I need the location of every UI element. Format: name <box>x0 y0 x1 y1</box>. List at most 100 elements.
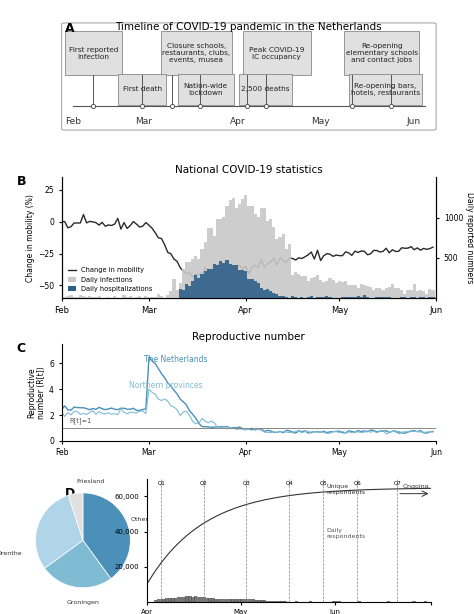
Text: Feb: Feb <box>65 117 81 125</box>
Bar <box>206 598 209 602</box>
Bar <box>185 596 189 602</box>
Bar <box>216 265 219 298</box>
Bar <box>226 260 228 298</box>
Bar <box>263 290 266 298</box>
Bar <box>263 208 266 298</box>
Wedge shape <box>68 493 83 540</box>
Bar <box>197 597 201 602</box>
Bar <box>328 297 331 298</box>
Bar <box>338 281 341 298</box>
Bar <box>269 601 272 602</box>
Bar <box>107 297 110 298</box>
Bar <box>254 214 256 298</box>
Bar <box>203 597 206 602</box>
Bar <box>344 297 347 298</box>
Bar <box>213 264 216 298</box>
Title: National COVID-19 statistics: National COVID-19 statistics <box>175 165 323 175</box>
Text: Nation-wide
lockdown: Nation-wide lockdown <box>184 83 228 96</box>
Bar <box>154 297 157 298</box>
Text: Closure schools,
restaurants, clubs,
events, musea: Closure schools, restaurants, clubs, eve… <box>163 44 230 63</box>
Bar <box>410 297 413 298</box>
Bar <box>197 258 201 298</box>
Bar <box>244 195 247 298</box>
Bar <box>79 295 82 298</box>
Bar <box>363 295 366 298</box>
Text: Mar: Mar <box>136 117 153 125</box>
Bar <box>275 293 279 298</box>
Bar <box>260 208 263 298</box>
Bar <box>269 219 272 298</box>
Bar <box>382 297 384 298</box>
Bar <box>260 600 264 602</box>
Text: Groningen: Groningen <box>66 600 100 605</box>
FancyBboxPatch shape <box>161 31 232 76</box>
Bar <box>217 599 220 602</box>
Wedge shape <box>36 495 83 568</box>
Bar <box>69 295 73 298</box>
Text: Q2: Q2 <box>200 480 208 485</box>
Bar <box>388 287 391 298</box>
Bar <box>319 281 322 298</box>
Bar <box>369 287 372 298</box>
Bar <box>263 600 266 602</box>
Bar <box>419 290 422 298</box>
Bar <box>403 294 406 298</box>
Bar <box>425 294 428 298</box>
Bar <box>347 286 350 298</box>
Bar <box>256 282 260 298</box>
Bar <box>279 237 282 298</box>
Bar <box>366 286 369 298</box>
Bar <box>169 290 173 298</box>
Text: Ongoing: Ongoing <box>403 483 429 489</box>
Bar <box>272 293 275 298</box>
Bar <box>204 243 207 298</box>
Bar <box>157 294 160 298</box>
FancyBboxPatch shape <box>178 74 234 104</box>
Bar <box>313 277 316 298</box>
Bar <box>66 296 69 298</box>
Bar <box>76 297 79 298</box>
Bar <box>360 284 363 298</box>
Bar <box>322 282 325 298</box>
Text: Re-opening bars,
hotels, restaurants: Re-opening bars, hotels, restaurants <box>351 83 420 96</box>
Bar <box>231 599 235 602</box>
FancyBboxPatch shape <box>243 31 310 76</box>
Bar <box>260 289 263 298</box>
Bar <box>171 598 174 602</box>
Bar <box>138 297 141 298</box>
Bar <box>279 297 282 298</box>
Bar <box>211 598 215 602</box>
Bar <box>375 288 378 298</box>
Bar <box>151 297 154 298</box>
Bar <box>113 296 116 298</box>
Bar <box>188 286 191 298</box>
Bar <box>240 599 244 602</box>
Bar <box>209 598 212 602</box>
Bar <box>356 297 360 298</box>
Bar <box>174 597 177 602</box>
Bar <box>294 272 297 298</box>
Bar <box>384 297 388 298</box>
Bar <box>91 297 94 298</box>
Bar <box>188 596 192 602</box>
Bar <box>331 281 335 298</box>
Bar <box>201 274 204 298</box>
Bar <box>213 236 216 298</box>
Bar <box>201 249 204 298</box>
Bar <box>188 262 191 298</box>
Bar <box>422 297 425 298</box>
Y-axis label: Daily reported numbers: Daily reported numbers <box>465 192 474 283</box>
Bar <box>144 296 147 298</box>
Bar <box>431 290 435 298</box>
Text: Jun: Jun <box>407 117 420 125</box>
Text: R[t]=1: R[t]=1 <box>69 418 91 424</box>
Bar <box>297 274 301 298</box>
Text: 2,500 deaths: 2,500 deaths <box>241 87 290 93</box>
Bar <box>247 279 250 298</box>
Text: Re-opening
elementary schools
and contact jobs: Re-opening elementary schools and contac… <box>346 44 418 63</box>
Bar <box>223 599 226 602</box>
Bar <box>431 297 435 298</box>
Y-axis label: Reproductive
number (R[t]): Reproductive number (R[t]) <box>27 366 46 419</box>
Bar <box>272 227 275 298</box>
Bar <box>356 289 360 298</box>
